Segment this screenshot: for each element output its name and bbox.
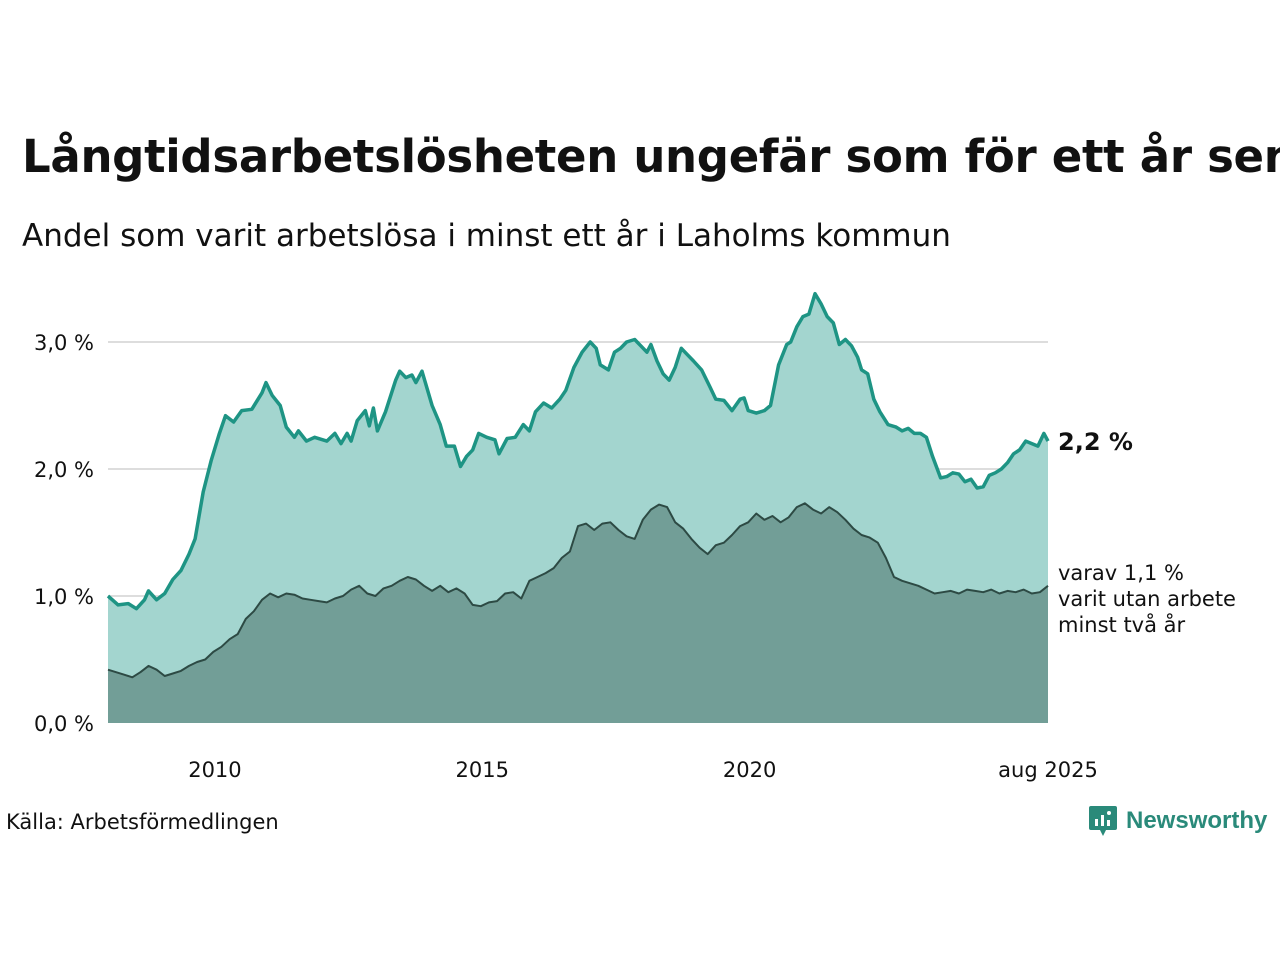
x-tick-label: 2010 [188,758,241,782]
series-2-label-line: varav 1,1 % [1058,561,1184,585]
x-axis: 2010 2015 2020 aug 2025 [188,758,1098,782]
source-note: Källa: Arbetsförmedlingen [6,810,279,834]
y-tick-label: 3,0 % [34,331,94,355]
x-tick-label: aug 2025 [998,758,1098,782]
chart-subtitle: Andel som varit arbetslösa i minst ett å… [22,218,951,254]
x-tick-label: 2015 [456,758,509,782]
series-2-end-label: varav 1,1 % varit utan arbete minst två år [1058,561,1236,637]
y-tick-label: 1,0 % [34,585,94,609]
brand-name: Newsworthy [1126,807,1268,834]
y-axis: 0,0 % 1,0 % 2,0 % 3,0 % [34,331,94,736]
newsworthy-icon [1089,806,1117,836]
y-tick-label: 0,0 % [34,712,94,736]
series-1-end-label: 2,2 % [1058,428,1133,456]
brand-logo[interactable]: Newsworthy [1088,804,1267,838]
chart-areas [106,291,1050,723]
series-2-label-line: varit utan arbete [1058,587,1236,611]
x-tick-label: 2020 [723,758,776,782]
series-2-area [108,503,1048,723]
series-2-line [107,502,1049,679]
chart-title: Långtidsarbetslösheten ungefär som för e… [22,130,1280,183]
series-2-label-line: minst två år [1058,612,1186,637]
y-tick-label: 2,0 % [34,458,94,482]
series-1-line [106,291,1050,611]
series-labels: 2,2 % varav 1,1 % varit utan arbete minst t… [1058,428,1236,637]
